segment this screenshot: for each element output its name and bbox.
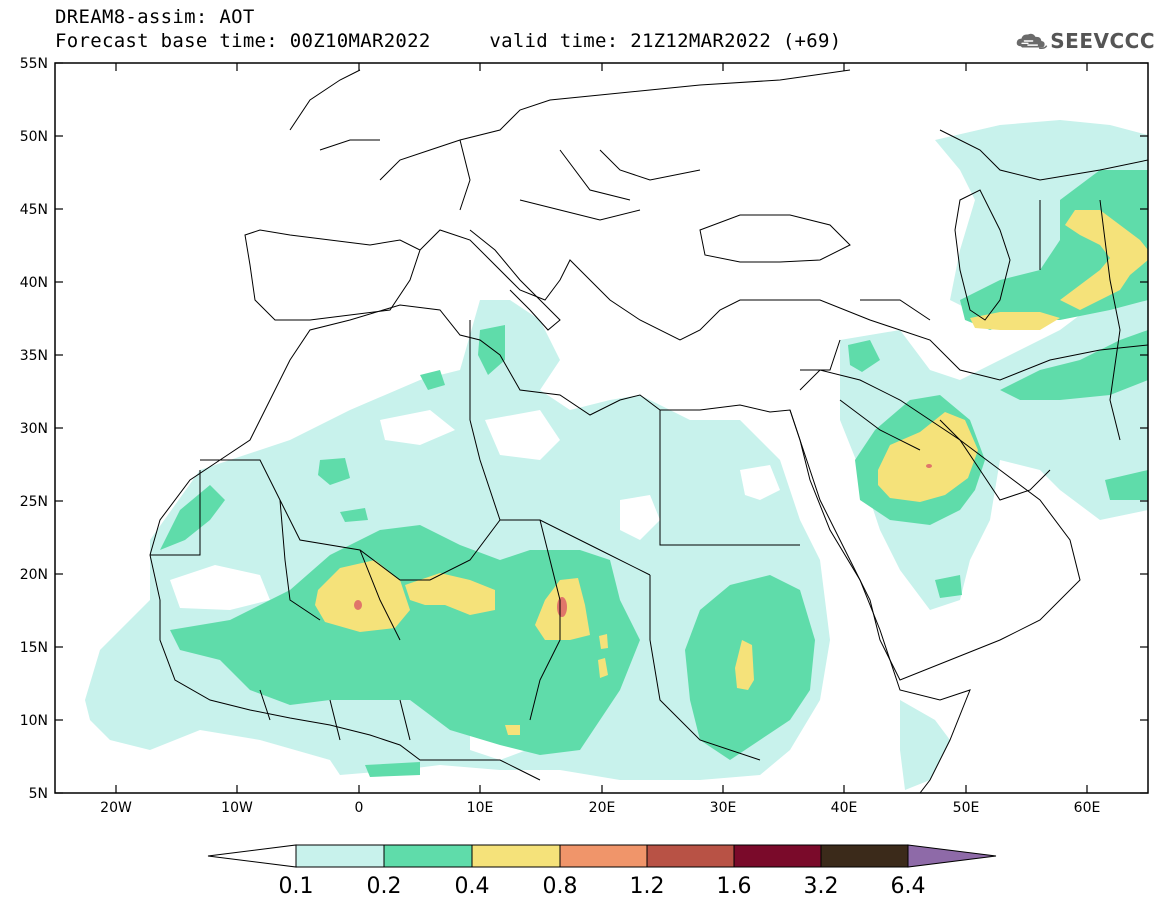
- colorbar-label: 1.2: [630, 874, 665, 899]
- colorbar-swatch: [383, 844, 473, 868]
- lon-label: 50E: [953, 800, 980, 816]
- lat-label: 50N: [20, 129, 48, 145]
- colorbar-swatch: [820, 844, 909, 868]
- colorbar-swatch: [733, 844, 822, 868]
- colorbar-label: 1.6: [717, 874, 752, 899]
- lat-label: 30N: [20, 421, 48, 437]
- colorbar-swatch: [646, 844, 735, 868]
- aot-level-0-4: [315, 210, 1148, 735]
- colorbar-label: 6.4: [891, 874, 926, 899]
- colorbar-label: 3.2: [804, 874, 839, 899]
- colorbar-swatch: [295, 844, 385, 868]
- aot-field: [85, 120, 1148, 790]
- colorbar-right-arrow: [907, 844, 997, 868]
- seevccc-logo: SEEVCCC: [1015, 24, 1155, 58]
- map-title: DREAM8-assim: AOT: [55, 6, 255, 28]
- lon-labels: 20W 10W 0 10E 20E 30E 40E 50E 60E: [100, 800, 1100, 816]
- lat-label: 35N: [20, 348, 48, 364]
- colorbar-label: 0.8: [543, 874, 578, 899]
- colorbar-swatch: [471, 844, 561, 868]
- lon-label: 40E: [831, 800, 858, 816]
- lon-label: 20E: [589, 800, 616, 816]
- axis-ticks: [55, 62, 1148, 794]
- lat-label: 15N: [20, 640, 48, 656]
- logo-text: SEEVCCC: [1050, 29, 1155, 53]
- colorbar-labels: 0.1 0.2 0.4 0.8 1.2 1.6 3.2 6.4: [279, 874, 926, 899]
- lon-label: 10E: [467, 800, 494, 816]
- lon-label: 60E: [1074, 800, 1101, 816]
- country-borders: [149, 69, 1148, 793]
- lat-label: 25N: [20, 494, 48, 510]
- lon-label: 30E: [710, 800, 737, 816]
- lat-label: 45N: [20, 202, 48, 218]
- lat-label: 5N: [29, 786, 48, 802]
- lat-label: 40N: [20, 275, 48, 291]
- colorbar-left-arrow: [207, 844, 297, 868]
- lat-label: 20N: [20, 567, 48, 583]
- cloud-icon: [1016, 33, 1048, 50]
- lon-label: 10W: [221, 800, 253, 816]
- lat-label: 55N: [20, 56, 48, 72]
- lat-labels: 55N 50N 45N 40N 35N 30N 25N 20N 15N 10N …: [20, 56, 48, 802]
- colorbar-label: 0.4: [455, 874, 490, 899]
- lon-label: 0: [355, 800, 364, 816]
- colorbar-label: 0.2: [367, 874, 402, 899]
- colorbar-label: 0.1: [279, 874, 314, 899]
- colorbar-swatch: [559, 844, 648, 868]
- colorbar: [207, 844, 997, 868]
- forecast-times: Forecast base time: 00Z10MAR2022 valid t…: [55, 30, 842, 52]
- lon-label: 20W: [100, 800, 132, 816]
- lat-label: 10N: [20, 713, 48, 729]
